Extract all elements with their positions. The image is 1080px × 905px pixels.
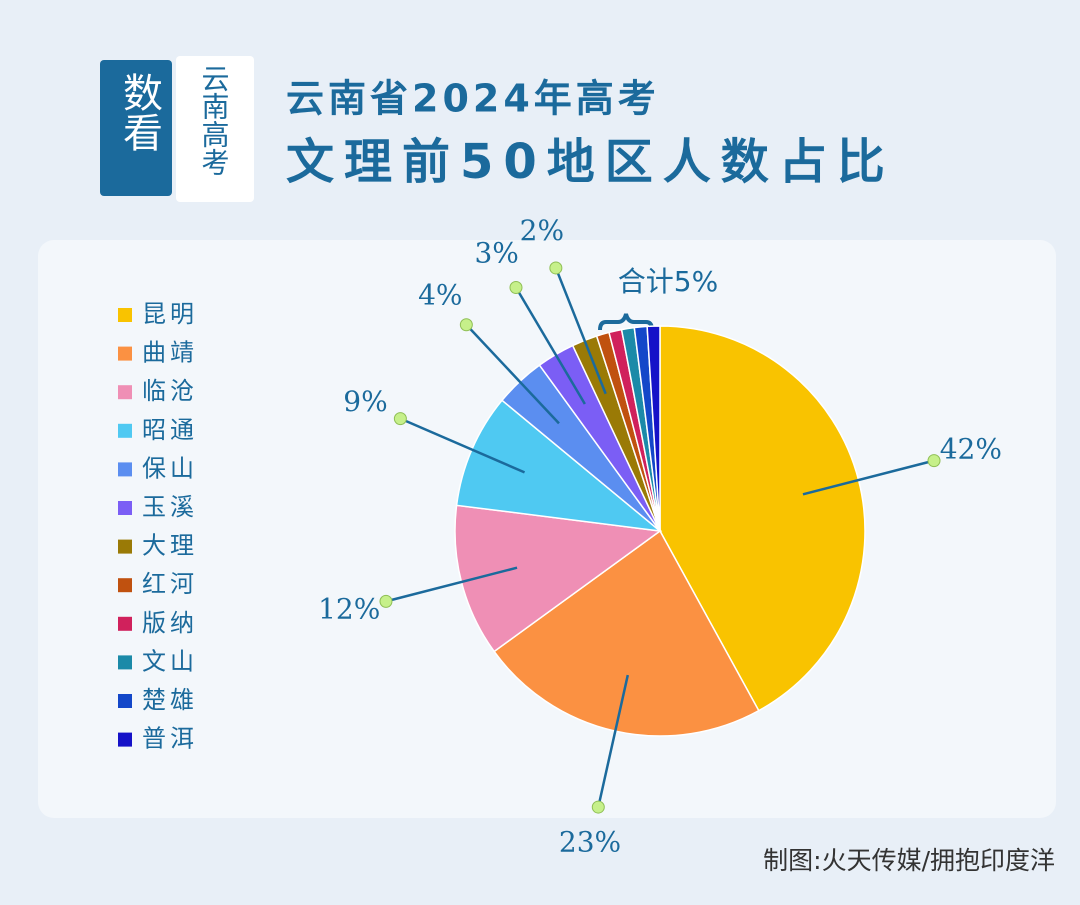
- credit: 制图:火天传媒/拥抱印度洋: [763, 846, 1055, 875]
- leader-dot: [927, 454, 941, 468]
- legend-swatch: [118, 616, 132, 631]
- leader-dot: [459, 318, 473, 332]
- leader-line: [802, 459, 935, 496]
- leader-line: [597, 674, 630, 808]
- leader-line: [554, 267, 607, 395]
- title-line2: 文理前50地区人数占比: [286, 134, 895, 190]
- legend-label: 版纳: [142, 609, 198, 637]
- leader-dot: [379, 594, 393, 608]
- leader-dot: [509, 280, 523, 294]
- leader-dot: [591, 800, 605, 814]
- value-label: 2%: [520, 214, 564, 247]
- tag: 云南高考: [198, 64, 231, 176]
- legend-swatch: [118, 655, 132, 670]
- badge-bg: [100, 60, 172, 196]
- leader-line: [385, 566, 518, 603]
- tag-bg: [176, 56, 254, 202]
- legend-label: 昭通: [142, 416, 198, 444]
- legend-label: 临沧: [142, 377, 198, 405]
- legend-swatch: [118, 501, 132, 515]
- legend-label: 大理: [142, 532, 198, 560]
- leader-line: [514, 286, 586, 405]
- legend-swatch: [118, 385, 132, 400]
- annotation: 合计5%: [618, 265, 718, 298]
- legend-swatch: [118, 462, 132, 477]
- legend-swatch: [118, 578, 132, 593]
- brace: [598, 313, 654, 331]
- legend-swatch: [118, 346, 132, 361]
- leader-dot: [393, 412, 407, 426]
- legend-label: 曲靖: [142, 339, 198, 367]
- legend-label: 文山: [142, 647, 198, 675]
- legend-label: 红河: [142, 570, 198, 598]
- legend-swatch: [118, 694, 132, 708]
- value-label: 9%: [343, 385, 387, 418]
- legend-label: 保山: [142, 454, 198, 482]
- legend-label: 昆明: [142, 300, 198, 328]
- leader-line: [465, 323, 560, 425]
- leader-line: [399, 417, 526, 474]
- title-line1: 云南省2024年高考: [286, 77, 660, 121]
- value-label: 4%: [418, 279, 462, 312]
- legend-label: 普洱: [142, 725, 198, 753]
- legend-label: 楚雄: [142, 686, 198, 714]
- badge: 数看: [116, 72, 162, 152]
- value-label: 3%: [474, 236, 518, 269]
- legend-swatch: [118, 732, 132, 747]
- value-label: 42%: [940, 433, 1002, 466]
- legend-swatch: [118, 423, 132, 438]
- value-label: 12%: [318, 592, 380, 625]
- pie-slice: [646, 325, 661, 532]
- legend-swatch: [118, 539, 132, 554]
- leader-dot: [549, 261, 563, 275]
- legend-swatch: [118, 308, 132, 322]
- value-label: 23%: [559, 826, 621, 859]
- legend-label: 玉溪: [142, 493, 198, 521]
